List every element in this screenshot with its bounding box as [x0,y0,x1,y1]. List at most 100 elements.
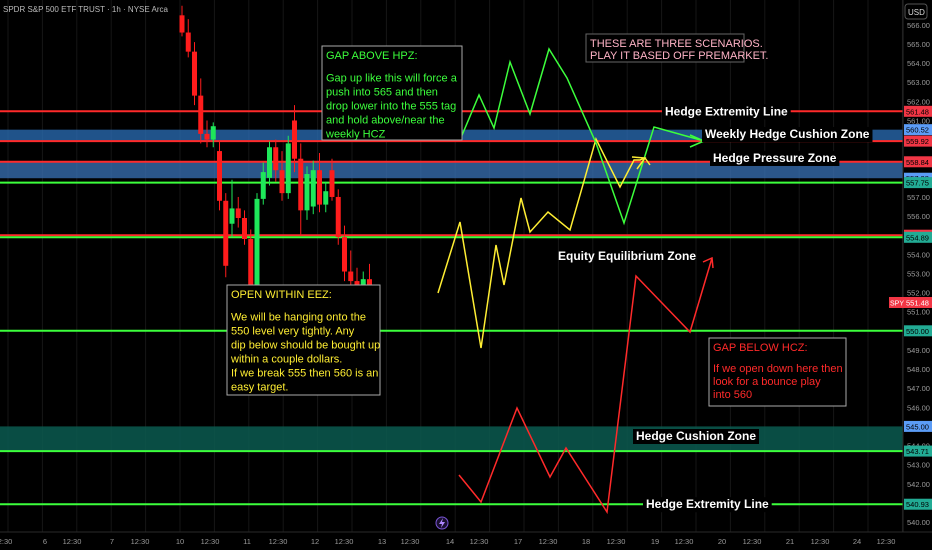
current-symbol-label: SPY [890,301,904,308]
annotation-title: GAP ABOVE HPZ: [326,50,418,62]
zone-label: Hedge Pressure Zone [713,151,837,165]
candle-body [254,198,260,295]
annotation-line: We will be hanging onto the [231,311,366,323]
current-price-badge [904,297,932,309]
y-tick-label: 562.00 [907,97,930,106]
floating-label: Equity Equilibrium Zone [558,249,696,263]
price-badge-label: 557.75 [906,179,929,188]
price-badge-label: 550.00 [906,327,929,336]
annotation-box [708,337,847,407]
zone-label-bg [633,429,759,444]
annotation-line: If we open down here then [713,363,843,375]
y-tick-label: 557.00 [907,193,930,202]
price-badge [904,231,932,243]
y-tick-label: 561.00 [907,116,930,125]
y-tick-label: 552.00 [907,289,930,298]
candle-body [304,174,310,211]
y-tick-label: 553.00 [907,269,930,278]
annotation-line: THESE ARE THREE SCENARIOS. [590,38,763,50]
price-badge-label: 554.89 [906,233,929,242]
price-badge-label: 561.48 [906,107,929,116]
price-badge [904,325,932,337]
annotation-line: push into 565 and then [326,86,438,98]
x-tick-label: 12:30 [675,537,694,546]
y-tick-label: 566.00 [907,21,930,30]
annotation-line: If we break 555 then 560 is an [231,367,378,379]
x-tick-label: 17 [514,537,522,546]
x-tick-label: 2:30 [0,537,12,546]
candle-body [260,172,266,199]
y-tick-label: 551.00 [907,308,930,317]
price-badge [904,498,932,510]
price-badge [904,124,932,136]
time-axis-bg [0,532,932,550]
lightning-icon [439,518,445,528]
level-label-bg [643,497,772,513]
candle-body [335,196,341,238]
y-tick-label: 554.00 [907,250,930,259]
y-tick-label: 564.00 [907,59,930,68]
projection-arrow-head [702,256,714,269]
x-tick-label: 12:30 [877,537,896,546]
zone-label: Weekly Hedge Cushion Zone [705,127,870,141]
annotation-line: within a couple dollars. [230,353,342,365]
candle-body [279,170,285,194]
candle-body [285,143,291,194]
y-tick-label: 547.00 [907,384,930,393]
projection-path [459,47,705,226]
price-badge [904,445,932,457]
x-tick-label: 12:30 [539,537,558,546]
currency-button [904,3,928,20]
annotation-line: look for a bounce play [713,376,821,388]
x-tick-label: 12:30 [269,537,288,546]
x-tick-label: 12:30 [743,537,762,546]
candle-body [323,191,329,205]
x-tick-label: 19 [651,537,659,546]
x-tick-label: 12:30 [201,537,220,546]
candle-body [267,147,272,178]
x-tick-label: 24 [853,537,861,546]
y-tick-label: 549.00 [907,346,930,355]
candle-body [217,151,222,201]
price-badge [904,135,932,147]
y-tick-label: 546.00 [907,403,930,412]
projection-path [458,257,713,515]
y-tick-label: 543.00 [907,461,930,470]
price-badge [904,420,932,432]
x-tick-label: 6 [43,537,47,546]
annotation-line: easy target. [231,381,288,393]
annotation-title: OPEN WITHIN EEZ: [231,289,332,301]
price-badge [904,156,932,168]
annotation-box [585,33,745,63]
y-tick-label: 540.00 [907,518,930,527]
price-badge [904,105,932,117]
x-tick-label: 13 [378,537,386,546]
x-tick-label: 10 [176,537,184,546]
x-tick-label: 12:30 [811,537,830,546]
price-badge-label: 559.92 [906,137,929,146]
zone-label-bg [702,127,873,142]
candle-body [204,133,210,140]
annotation-line: weekly HCZ [325,128,386,140]
candle-body [248,239,254,295]
x-tick-label: 12:30 [335,537,354,546]
symbol-header: SPDR S&P 500 ETF TRUST · 1h · NYSE Arca [3,5,168,14]
annotation-line: 550 level very tightly. Any [231,325,355,337]
x-tick-label: 12:30 [63,537,82,546]
annotation-line: into 560 [713,389,752,401]
candle-body [273,147,279,171]
current-symbol-tag [889,297,904,309]
candle-body [292,120,297,159]
current-price-label: 551.48 [906,299,929,308]
price-badge-label: 545.00 [906,422,929,431]
candle-body [342,237,347,272]
y-tick-label: 556.00 [907,212,930,221]
x-tick-label: 11 [243,537,251,546]
annotation-line: and hold above/near the [326,114,445,126]
candle-body [298,158,304,211]
price-badge-label: 540.93 [906,500,929,509]
annotation-line: drop lower into the 555 tag [326,100,456,112]
